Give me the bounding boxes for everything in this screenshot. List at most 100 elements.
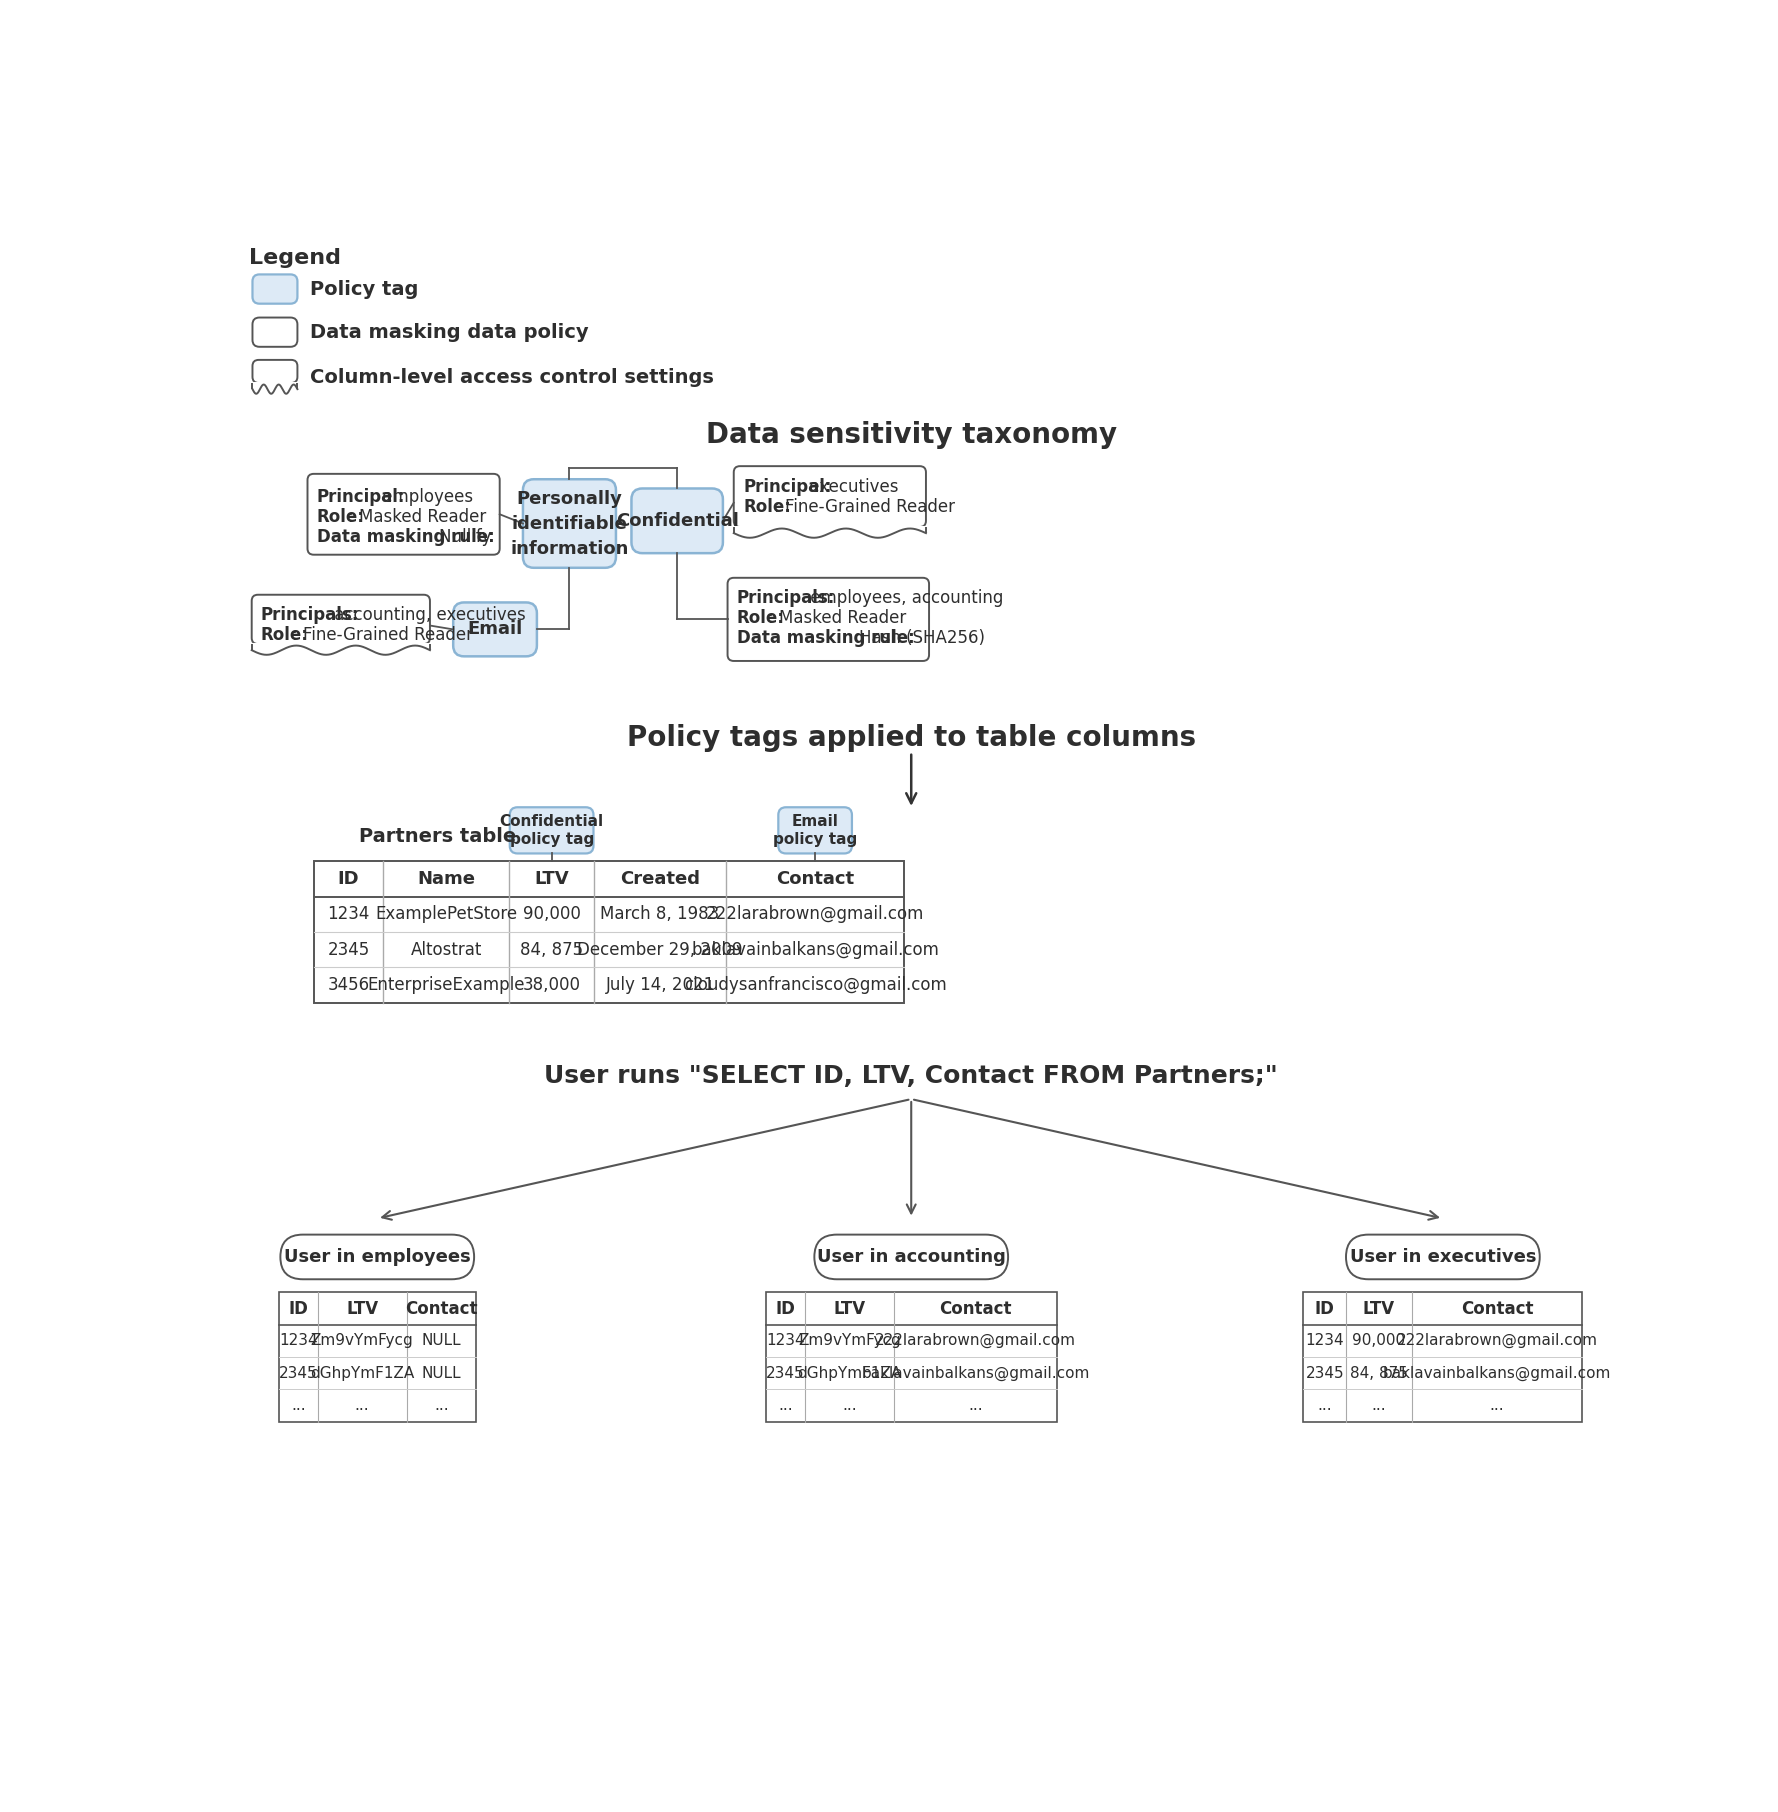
Text: Created: Created bbox=[621, 870, 701, 888]
Text: LTV: LTV bbox=[535, 870, 569, 888]
Text: July 14, 2021: July 14, 2021 bbox=[606, 977, 715, 995]
FancyBboxPatch shape bbox=[510, 808, 594, 853]
FancyBboxPatch shape bbox=[1346, 1234, 1540, 1279]
Text: : Fine-Grained Reader: : Fine-Grained Reader bbox=[292, 625, 473, 643]
Text: Contact: Contact bbox=[775, 870, 853, 888]
Text: ...: ... bbox=[1371, 1399, 1387, 1413]
Polygon shape bbox=[313, 861, 905, 1002]
Text: Policy tag: Policy tag bbox=[309, 279, 418, 299]
Text: Altostrat: Altostrat bbox=[411, 940, 482, 959]
Text: Principals:: Principals: bbox=[261, 605, 359, 623]
Text: ID: ID bbox=[775, 1299, 795, 1317]
Polygon shape bbox=[279, 1292, 477, 1422]
Text: User in executives: User in executives bbox=[1350, 1248, 1536, 1267]
Text: 38,000: 38,000 bbox=[523, 977, 581, 995]
Text: 1234: 1234 bbox=[327, 906, 370, 924]
Text: baklavainbalkans@gmail.com: baklavainbalkans@gmail.com bbox=[861, 1366, 1090, 1381]
Text: ...: ... bbox=[292, 1399, 306, 1413]
Text: ...: ... bbox=[434, 1399, 448, 1413]
Text: 2345: 2345 bbox=[1305, 1366, 1344, 1381]
FancyBboxPatch shape bbox=[252, 594, 430, 643]
Polygon shape bbox=[766, 1292, 1056, 1422]
Text: User runs "SELECT ID, LTV, Contact FROM Partners;": User runs "SELECT ID, LTV, Contact FROM … bbox=[544, 1064, 1278, 1089]
Text: Data masking rule:: Data masking rule: bbox=[736, 629, 914, 647]
Text: Role:: Role: bbox=[743, 498, 791, 516]
Text: Column-level access control settings: Column-level access control settings bbox=[309, 368, 713, 388]
Text: Principal:: Principal: bbox=[316, 487, 405, 506]
Text: Role:: Role: bbox=[261, 625, 309, 643]
Text: Partners table: Partners table bbox=[359, 826, 516, 846]
Text: Confidential: Confidential bbox=[615, 511, 738, 529]
Text: Email
policy tag: Email policy tag bbox=[773, 814, 857, 846]
Text: employees, accounting: employees, accounting bbox=[805, 589, 1003, 607]
Text: Role:: Role: bbox=[736, 609, 784, 627]
Polygon shape bbox=[252, 382, 297, 406]
Text: User in accounting: User in accounting bbox=[816, 1248, 1006, 1267]
Text: March 8, 1983: March 8, 1983 bbox=[601, 906, 720, 924]
Text: NULL: NULL bbox=[421, 1334, 461, 1348]
Text: Legend: Legend bbox=[249, 248, 341, 268]
Text: ID: ID bbox=[1314, 1299, 1335, 1317]
Text: ExamplePetStore: ExamplePetStore bbox=[375, 906, 517, 924]
Text: 222larabrown@gmail.com: 222larabrown@gmail.com bbox=[875, 1334, 1076, 1348]
Text: Contact: Contact bbox=[405, 1299, 478, 1317]
Text: : Nullify: : Nullify bbox=[428, 527, 491, 545]
FancyBboxPatch shape bbox=[734, 466, 926, 527]
FancyBboxPatch shape bbox=[727, 578, 930, 661]
Text: Data masking rule:: Data masking rule: bbox=[316, 527, 494, 545]
FancyBboxPatch shape bbox=[523, 478, 615, 567]
Text: : Masked Reader: : Masked Reader bbox=[348, 507, 485, 525]
Text: : Fine-Grained Reader: : Fine-Grained Reader bbox=[773, 498, 955, 516]
FancyBboxPatch shape bbox=[814, 1234, 1008, 1279]
Text: Name: Name bbox=[418, 870, 475, 888]
Text: baklavainbalkans@gmail.com: baklavainbalkans@gmail.com bbox=[1383, 1366, 1611, 1381]
Polygon shape bbox=[1303, 1292, 1582, 1422]
Text: ...: ... bbox=[969, 1399, 983, 1413]
Text: : Masked Reader: : Masked Reader bbox=[768, 609, 907, 627]
Text: Zm9vYmFycg: Zm9vYmFycg bbox=[311, 1334, 414, 1348]
Text: Contact: Contact bbox=[1462, 1299, 1533, 1317]
Text: Principals:: Principals: bbox=[736, 589, 836, 607]
FancyBboxPatch shape bbox=[779, 808, 852, 853]
Text: 84, 875: 84, 875 bbox=[1350, 1366, 1408, 1381]
FancyBboxPatch shape bbox=[252, 317, 297, 346]
Text: LTV: LTV bbox=[347, 1299, 379, 1317]
FancyBboxPatch shape bbox=[252, 274, 297, 304]
Text: Principal:: Principal: bbox=[743, 478, 832, 496]
Text: 2345: 2345 bbox=[327, 940, 370, 959]
Text: 1234: 1234 bbox=[279, 1334, 318, 1348]
Text: Data masking data policy: Data masking data policy bbox=[309, 323, 589, 342]
Text: LTV: LTV bbox=[1364, 1299, 1396, 1317]
Text: employees: employees bbox=[377, 487, 473, 506]
Text: Confidential
policy tag: Confidential policy tag bbox=[500, 814, 605, 846]
Text: 2345: 2345 bbox=[766, 1366, 805, 1381]
Text: ...: ... bbox=[1317, 1399, 1332, 1413]
FancyBboxPatch shape bbox=[252, 361, 297, 382]
Text: accounting, executives: accounting, executives bbox=[329, 605, 526, 623]
FancyBboxPatch shape bbox=[453, 602, 537, 656]
Text: executives: executives bbox=[804, 478, 898, 496]
Text: ...: ... bbox=[843, 1399, 857, 1413]
Text: ...: ... bbox=[779, 1399, 793, 1413]
Text: ...: ... bbox=[1490, 1399, 1504, 1413]
FancyBboxPatch shape bbox=[281, 1234, 475, 1279]
FancyBboxPatch shape bbox=[308, 475, 500, 554]
Text: 90,000: 90,000 bbox=[523, 906, 581, 924]
Text: User in employees: User in employees bbox=[284, 1248, 471, 1267]
Text: : Hash (SHA256): : Hash (SHA256) bbox=[848, 629, 985, 647]
Text: baklavainbalkans@gmail.com: baklavainbalkans@gmail.com bbox=[692, 940, 939, 959]
Polygon shape bbox=[734, 525, 926, 551]
Text: Personally
identifiable
information: Personally identifiable information bbox=[510, 489, 629, 558]
Text: Policy tags applied to table columns: Policy tags applied to table columns bbox=[626, 725, 1197, 752]
Text: Contact: Contact bbox=[939, 1299, 1012, 1317]
Polygon shape bbox=[252, 643, 430, 667]
Text: Data sensitivity taxonomy: Data sensitivity taxonomy bbox=[706, 422, 1117, 449]
Text: 84, 875: 84, 875 bbox=[519, 940, 583, 959]
Text: ID: ID bbox=[338, 870, 359, 888]
Text: 1234: 1234 bbox=[766, 1334, 805, 1348]
Text: 3456: 3456 bbox=[327, 977, 370, 995]
Text: 222larabrown@gmail.com: 222larabrown@gmail.com bbox=[1398, 1334, 1598, 1348]
Text: Email: Email bbox=[468, 620, 523, 638]
Text: NULL: NULL bbox=[421, 1366, 461, 1381]
Text: December 29, 2009: December 29, 2009 bbox=[578, 940, 743, 959]
